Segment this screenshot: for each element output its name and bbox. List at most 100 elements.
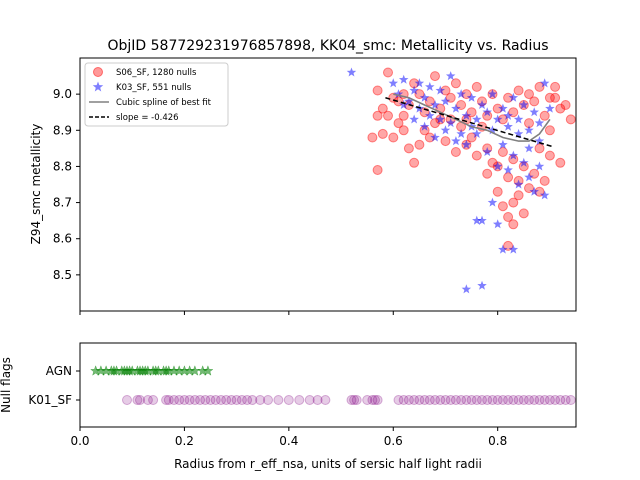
k03-point [508, 244, 519, 254]
k03-point [498, 139, 508, 149]
k03-point [388, 78, 399, 88]
k01-point [312, 395, 323, 405]
k03-point [393, 89, 404, 99]
k03-point [477, 99, 487, 110]
k01-point [524, 395, 534, 405]
k01-point [565, 395, 576, 405]
s06-point [560, 100, 571, 110]
k03-point [524, 172, 534, 182]
s06-point [565, 114, 576, 125]
k01-point [320, 395, 331, 405]
k03-point [398, 74, 409, 84]
k01-point [205, 395, 216, 405]
k01-point [550, 395, 561, 405]
x-tick-label: 0.6 [384, 434, 403, 448]
k01-point [132, 395, 143, 405]
k03-point [498, 103, 508, 113]
k01-point [534, 395, 545, 405]
s06-point [482, 168, 493, 179]
k01-point [398, 395, 409, 405]
k03-point [445, 118, 456, 128]
k03-point [519, 99, 529, 110]
k01-point [304, 395, 315, 405]
k03-point [430, 99, 440, 110]
k01-point [461, 395, 472, 405]
category-label: AGN [46, 364, 72, 378]
k03-point [409, 114, 419, 124]
null-flags-plot: K01_SF AGN 0.0 0.2 0.4 0.6 0.8 Radius from r_… [0, 342, 577, 471]
k03-point [524, 125, 534, 135]
k01-point [349, 395, 360, 405]
k03-point [440, 125, 451, 135]
k01-point [200, 395, 211, 405]
s06-point [383, 110, 393, 121]
legend-circle-icon [93, 67, 103, 77]
k03-point [529, 186, 539, 196]
k03-point [461, 139, 472, 149]
k01-point [477, 395, 487, 405]
legend-box [84, 62, 229, 127]
k01-point [169, 395, 179, 405]
x-tick-label: 0.4 [279, 434, 298, 448]
k03-point [524, 143, 534, 153]
k03-point [513, 179, 524, 189]
k01-point [122, 395, 132, 405]
k01-point [456, 395, 467, 405]
legend: S06_SF, 1280 nulls K03_SF, 551 nulls Cub… [84, 62, 229, 127]
y-tick-label: 8.8 [53, 159, 72, 173]
k03-point [430, 132, 440, 142]
x-axis-label: Radius from r_eff_nsa, units of sersic h… [174, 457, 482, 471]
k01-point [435, 395, 446, 405]
slope-line [385, 97, 553, 148]
s06-point [377, 128, 388, 139]
s06-point [388, 132, 399, 143]
s06-point [383, 67, 393, 78]
legend-label: S06_SF, 1280 nulls [116, 68, 197, 78]
k03-point [487, 125, 498, 135]
k03-point [456, 89, 466, 99]
k01-point [482, 395, 493, 405]
s06-point [529, 96, 540, 107]
k01-point [445, 395, 456, 405]
s06-point [524, 89, 534, 100]
k01-point [148, 395, 159, 405]
s06-point [372, 85, 383, 96]
k03-point [534, 136, 545, 146]
k03-point [498, 244, 508, 254]
k03-point [472, 128, 482, 138]
plot-area [80, 343, 576, 427]
k01-point [372, 395, 383, 405]
s06-point [508, 219, 519, 230]
k03-point [435, 114, 446, 124]
k03-point [534, 118, 545, 128]
k01-point [409, 395, 420, 405]
category-label: K01_SF [28, 393, 72, 407]
k03-point [503, 121, 513, 131]
k01-point [255, 395, 266, 405]
k01-point [466, 395, 477, 405]
s06-point [497, 147, 508, 157]
s06-point [550, 81, 561, 92]
k01-point [273, 395, 284, 405]
k01-point [161, 395, 172, 405]
s06-point [450, 147, 461, 157]
k01-point [503, 395, 514, 405]
k03-point [409, 85, 419, 95]
k03-point [398, 99, 409, 110]
k03-point [482, 146, 492, 157]
k03-point [435, 85, 446, 95]
legend-star-icon [92, 81, 104, 92]
x-tick-label: 0.0 [70, 434, 89, 448]
k03-point [477, 280, 487, 290]
k01-point [163, 395, 174, 405]
k01-point [513, 395, 524, 405]
k03-point [477, 215, 487, 225]
k01-point [370, 395, 380, 405]
k01-point [189, 395, 200, 405]
s06-point [377, 103, 388, 114]
k03-point [487, 89, 498, 99]
s06-point [518, 208, 529, 219]
plot-frame [79, 57, 577, 312]
s06-point [414, 139, 425, 150]
k01-point [560, 395, 571, 405]
